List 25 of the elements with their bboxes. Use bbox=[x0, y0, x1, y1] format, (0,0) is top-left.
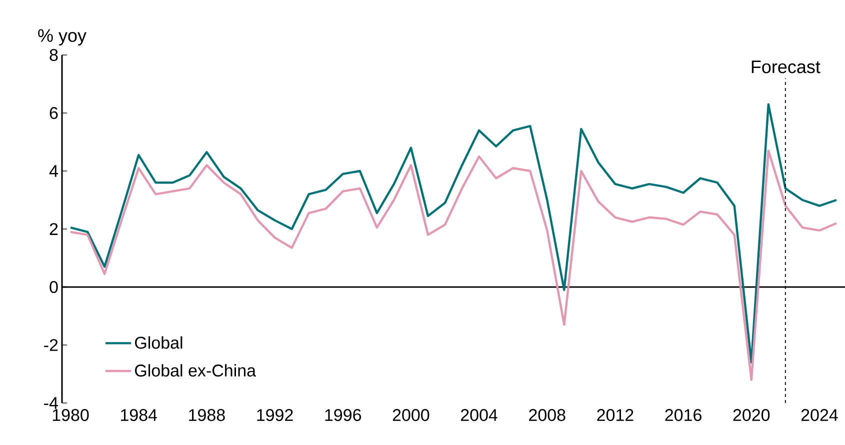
x-tick-label: 2020 bbox=[733, 409, 770, 422]
y-tick-label: 4 bbox=[49, 165, 58, 177]
x-tick-label: 2016 bbox=[665, 409, 702, 422]
x-tick-label: 1984 bbox=[120, 409, 158, 422]
legend-label: Global bbox=[135, 336, 182, 349]
y-axis-title: % yoy bbox=[38, 29, 86, 46]
ref-line-label: Forecast bbox=[752, 60, 820, 74]
x-tick-label: 2004 bbox=[460, 409, 498, 422]
line-series bbox=[69, 150, 838, 381]
line-series bbox=[69, 103, 838, 364]
x-tick-label: 2012 bbox=[597, 409, 634, 422]
x-tick-label: 2008 bbox=[529, 409, 566, 422]
x-tick-label: 2000 bbox=[392, 409, 430, 422]
x-tick-label: 1992 bbox=[257, 409, 293, 422]
x-tick-label: 1988 bbox=[189, 409, 225, 422]
y-tick-label: 2 bbox=[50, 223, 58, 235]
y-tick-label: -2 bbox=[44, 339, 58, 351]
y-tick-label: 0 bbox=[50, 280, 58, 294]
x-tick-label: 1980 bbox=[52, 409, 89, 422]
x-tick-label: 2024 bbox=[801, 409, 838, 422]
y-tick-label: 8 bbox=[50, 48, 58, 62]
y-tick-label: 6 bbox=[50, 106, 58, 120]
y-tick-label: -4 bbox=[44, 397, 58, 409]
x-tick-label: 1996 bbox=[325, 409, 362, 422]
legend-label: Global ex-China bbox=[135, 364, 256, 377]
